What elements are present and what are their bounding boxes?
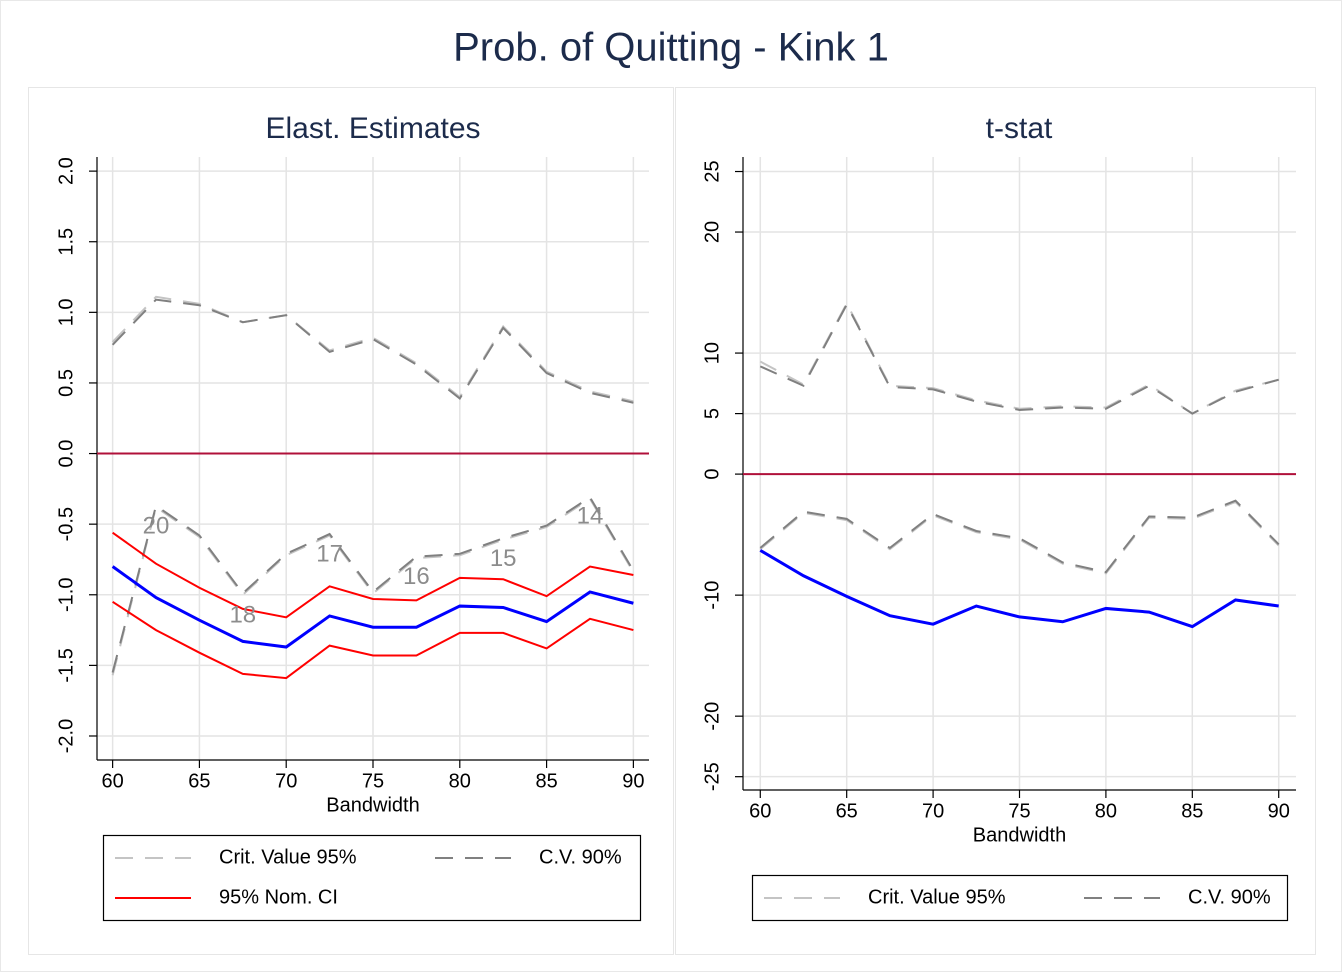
- y-tick-label: -2.0: [55, 719, 77, 753]
- y-tick-label: -0.5: [55, 507, 77, 541]
- x-tick-label: 75: [362, 770, 384, 792]
- series-line: [759, 500, 1280, 575]
- legend-label: 95% Nom. CI: [219, 886, 338, 908]
- series-line: [111, 495, 635, 673]
- y-tick-label: 1.5: [55, 228, 77, 256]
- x-tick-label: 80: [1095, 800, 1117, 822]
- annotation: 17: [316, 541, 343, 568]
- x-tick-label: 60: [101, 770, 123, 792]
- y-tick-label: -25: [701, 762, 723, 791]
- y-tick-label: 2.0: [55, 157, 77, 185]
- series-line: [111, 298, 634, 404]
- series-line: [759, 499, 1280, 574]
- series-line: [759, 549, 1279, 629]
- y-tick-label: 10: [701, 342, 723, 364]
- x-tick-label: 75: [1008, 800, 1030, 822]
- panel-title: t-stat: [986, 112, 1053, 145]
- x-tick-label: 90: [622, 770, 644, 792]
- y-tick-label: -1.0: [55, 578, 77, 612]
- legend: [102, 834, 642, 922]
- series-line: [759, 302, 1279, 415]
- y-tick-label: -20: [701, 702, 723, 731]
- y-tick-label: 0: [701, 469, 723, 480]
- annotation: 15: [490, 545, 517, 572]
- series-line: [112, 600, 634, 680]
- legend-label: C.V. 90%: [1188, 886, 1271, 908]
- x-tick-label: 85: [535, 770, 557, 792]
- legend: [751, 874, 1289, 922]
- figure-title: Prob. of Quitting - Kink 1: [453, 26, 889, 70]
- y-tick-label: -10: [701, 581, 723, 610]
- legend-label: Crit. Value 95%: [219, 846, 357, 868]
- panel-title: Elast. Estimates: [265, 112, 480, 145]
- y-tick-label: 5: [701, 408, 723, 419]
- x-tick-label: 70: [922, 800, 944, 822]
- x-tick-label: 85: [1181, 800, 1203, 822]
- x-tick-label: 80: [449, 770, 471, 792]
- series-line: [112, 531, 634, 619]
- annotation: 18: [229, 601, 256, 628]
- y-tick-label: 1.0: [55, 298, 77, 326]
- x-axis-label: Bandwidth: [973, 824, 1066, 846]
- x-axis-label: Bandwidth: [326, 794, 419, 816]
- y-tick-label: -1.5: [55, 648, 77, 682]
- y-tick-label: 20: [701, 221, 723, 243]
- annotation: 14: [577, 502, 604, 529]
- legend-label: Crit. Value 95%: [868, 886, 1006, 908]
- x-tick-label: 65: [188, 770, 210, 792]
- x-tick-label: 70: [275, 770, 297, 792]
- y-tick-label: 0.0: [55, 440, 77, 468]
- annotation: 16: [403, 563, 430, 590]
- y-tick-label: 25: [701, 160, 723, 182]
- x-tick-label: 65: [836, 800, 858, 822]
- series-line: [111, 565, 634, 649]
- legend-label: C.V. 90%: [539, 846, 622, 868]
- annotation: 20: [143, 512, 170, 539]
- x-tick-label: 60: [749, 800, 771, 822]
- x-tick-label: 90: [1268, 800, 1290, 822]
- y-tick-label: 0.5: [55, 369, 77, 397]
